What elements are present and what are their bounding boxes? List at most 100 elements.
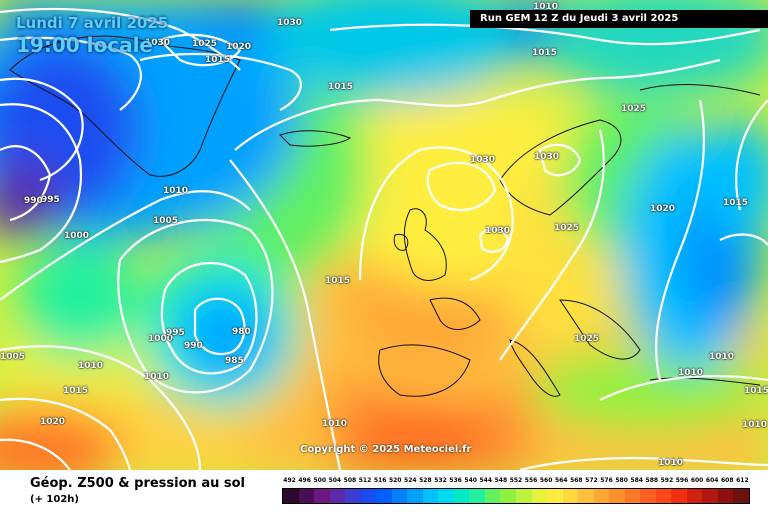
isobar-label: 990 bbox=[24, 196, 43, 206]
scale-swatch bbox=[624, 489, 641, 503]
scale-tick-label: 580 bbox=[615, 477, 628, 484]
scale-swatch bbox=[547, 489, 563, 503]
scale-tick-label: 568 bbox=[570, 477, 583, 484]
scale-tick-label: 536 bbox=[449, 477, 462, 484]
scale-swatch bbox=[314, 489, 330, 503]
scale-swatch bbox=[655, 489, 672, 503]
isobar-label: 1010 bbox=[144, 372, 170, 382]
isobar-label: 1030 bbox=[534, 152, 560, 162]
isobar-label: 1015 bbox=[744, 386, 768, 396]
color-scale: 492 496 500 504 508 512 516 520 524 528 532 536 540 5… bbox=[282, 474, 750, 510]
isobar-label: 1010 bbox=[163, 186, 189, 196]
scale-swatch bbox=[531, 489, 548, 503]
isobar-label: 990 bbox=[184, 341, 203, 351]
forecast-range: (+ 102h) bbox=[30, 494, 79, 505]
isobar-label: 1020 bbox=[40, 417, 66, 427]
isobar-label: 1020 bbox=[650, 204, 676, 214]
isobar-label: 995 bbox=[41, 195, 60, 205]
scale-tick-label: 588 bbox=[645, 477, 659, 484]
scale-tick-label: 564 bbox=[554, 477, 568, 484]
scale-tick-label: 528 bbox=[419, 477, 432, 484]
scale-tick-label: 560 bbox=[539, 477, 553, 484]
scale-swatch bbox=[391, 489, 408, 503]
scale-swatch bbox=[407, 489, 423, 503]
scale-swatch bbox=[376, 489, 392, 503]
scale-tick-label: 604 bbox=[705, 477, 719, 484]
isobar-label: 1005 bbox=[0, 352, 26, 362]
scale-swatch bbox=[484, 489, 501, 503]
scale-tick-label: 540 bbox=[464, 477, 477, 484]
isobar-label: 1015 bbox=[205, 55, 231, 65]
isobar-label: 1015 bbox=[325, 276, 351, 286]
forecast-date: Lundi 7 avril 2025 bbox=[16, 14, 169, 32]
scale-tick-label: 500 bbox=[313, 477, 326, 484]
scale-swatch bbox=[329, 489, 346, 503]
isobar-label: 980 bbox=[232, 327, 251, 337]
isobar-label: 1000 bbox=[64, 231, 90, 241]
scale-swatch bbox=[609, 489, 625, 503]
scale-swatch bbox=[671, 489, 687, 503]
scale-tick-label: 548 bbox=[494, 477, 508, 484]
scale-swatch bbox=[298, 489, 315, 503]
scale-swatch bbox=[733, 489, 749, 503]
copyright-notice: Copyright © 2025 Meteociel.fr bbox=[300, 444, 472, 455]
scale-swatch bbox=[422, 489, 439, 503]
isobar-label: 985 bbox=[225, 356, 244, 366]
map-title: Géop. Z500 & pression au sol bbox=[30, 476, 245, 491]
scale-tick-label: 492 bbox=[283, 477, 296, 484]
map-field bbox=[0, 0, 768, 470]
isobar-label: 1015 bbox=[723, 198, 749, 208]
scale-tick-label: 524 bbox=[404, 477, 417, 484]
scale-swatch bbox=[578, 489, 594, 503]
scale-tick-label: 608 bbox=[721, 477, 734, 484]
scale-tick-label: 612 bbox=[736, 477, 749, 484]
legend-panel: Géop. Z500 & pression au sol (+ 102h) 49… bbox=[0, 470, 768, 512]
isobar-label: 1010 bbox=[709, 352, 735, 362]
isobar-label: 1015 bbox=[328, 82, 354, 92]
forecast-time: 19:00 locale bbox=[16, 33, 153, 57]
isobar-label: 1025 bbox=[192, 39, 218, 49]
isobar-label: 1010 bbox=[742, 420, 768, 430]
scale-tick-label: 508 bbox=[343, 477, 357, 484]
color-scale-bar bbox=[282, 488, 750, 504]
scale-swatch bbox=[717, 489, 734, 503]
scale-tick-label: 532 bbox=[434, 477, 447, 484]
isobar-label: 1020 bbox=[226, 42, 252, 52]
weather-map: 1030 1030 1025 1020 1015 1015 1015 1010 … bbox=[0, 0, 768, 470]
scale-swatch bbox=[283, 489, 299, 503]
isobar-label: 1010 bbox=[533, 2, 559, 12]
scale-swatch bbox=[453, 489, 470, 503]
scale-swatch bbox=[562, 489, 579, 503]
scale-tick-label: 584 bbox=[630, 477, 643, 484]
isobar-label: 1030 bbox=[485, 226, 511, 236]
scale-swatch bbox=[438, 489, 454, 503]
isobar-label: 1015 bbox=[63, 386, 89, 396]
scale-tick-label: 600 bbox=[690, 477, 704, 484]
scale-swatch bbox=[345, 489, 361, 503]
color-scale-ticks: 492 496 500 504 508 512 516 520 524 528 532 536 540 5… bbox=[282, 474, 750, 488]
scale-swatch bbox=[360, 489, 377, 503]
isobar-label: 1030 bbox=[470, 155, 496, 165]
scale-tick-label: 512 bbox=[358, 477, 372, 484]
scale-tick-label: 544 bbox=[479, 477, 493, 484]
model-run-label: Run GEM 12 Z du Jeudi 3 avril 2025 bbox=[470, 10, 768, 28]
scale-tick-label: 596 bbox=[675, 477, 689, 484]
isobar-label: 1010 bbox=[322, 419, 348, 429]
scale-tick-label: 592 bbox=[660, 477, 674, 484]
scale-tick-label: 556 bbox=[524, 477, 538, 484]
scale-tick-label: 552 bbox=[509, 477, 523, 484]
isobar-label: 995 bbox=[166, 328, 185, 338]
scale-tick-label: 504 bbox=[328, 477, 342, 484]
isobar-label: 1025 bbox=[621, 104, 647, 114]
isobar-label: 1030 bbox=[277, 18, 303, 28]
isobar-label: 1010 bbox=[658, 458, 684, 468]
isobar-label: 1015 bbox=[532, 48, 558, 58]
scale-tick-label: 516 bbox=[373, 477, 387, 484]
isobar-label: 1005 bbox=[153, 216, 179, 226]
isobar-label: 1010 bbox=[678, 368, 704, 378]
isobar-lines bbox=[0, 7, 768, 470]
scale-swatch bbox=[593, 489, 610, 503]
scale-tick-label: 520 bbox=[388, 477, 402, 484]
scale-swatch bbox=[640, 489, 656, 503]
